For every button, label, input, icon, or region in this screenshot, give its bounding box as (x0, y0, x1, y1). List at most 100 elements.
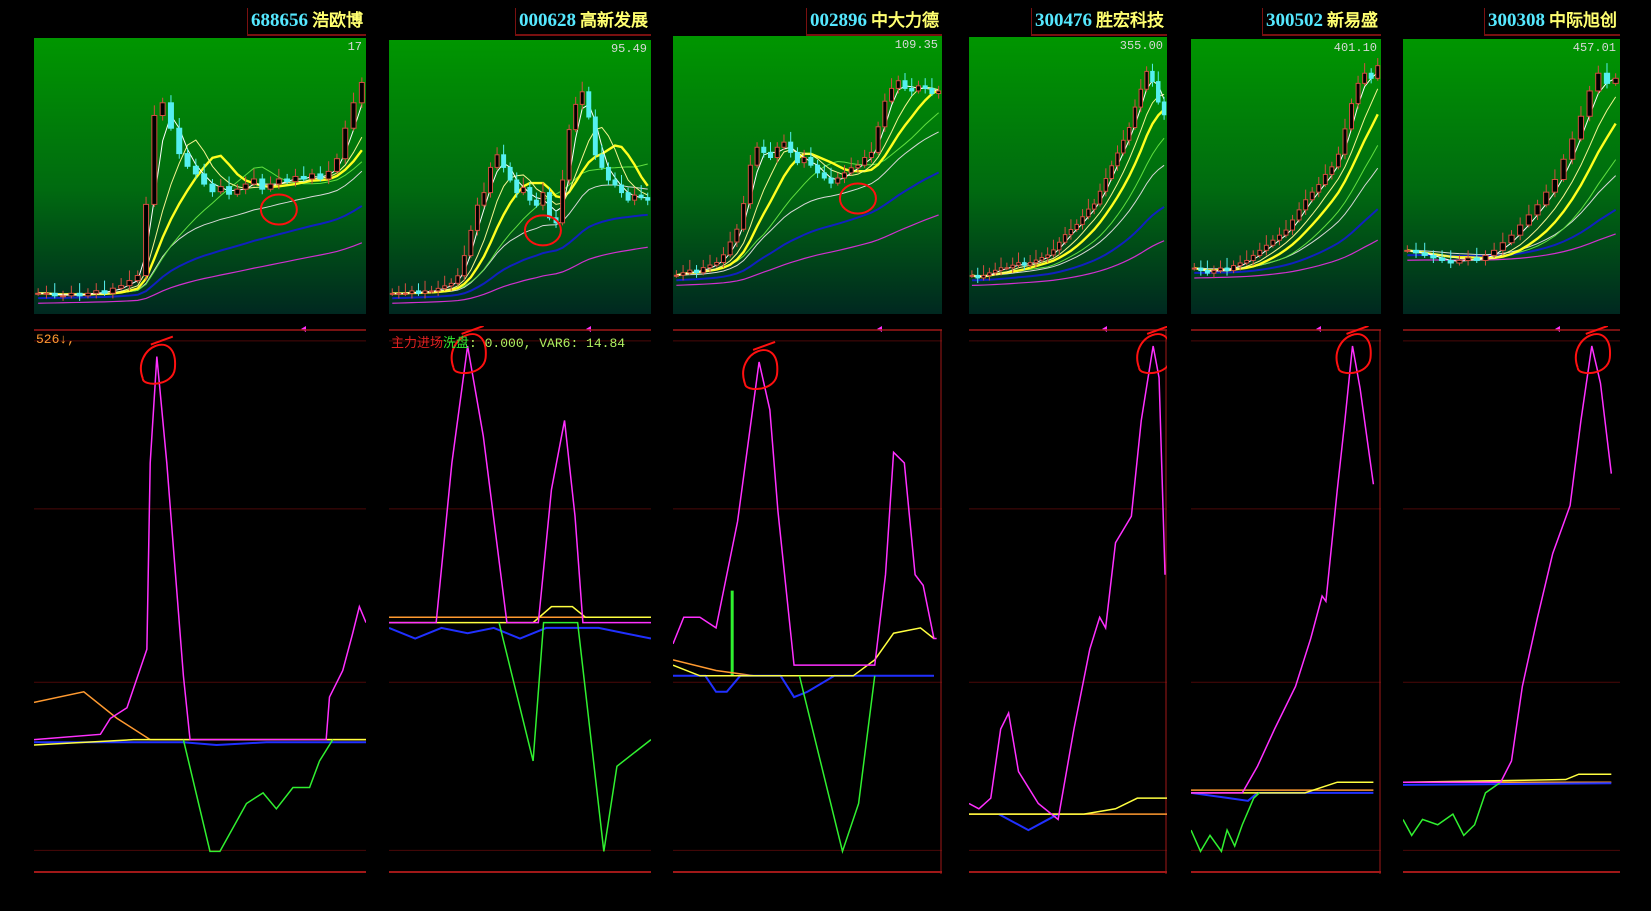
candle (1022, 262, 1027, 266)
candle (1150, 70, 1155, 83)
candle (76, 292, 83, 297)
candle (1447, 259, 1454, 264)
candle (1132, 106, 1138, 128)
candle (1062, 234, 1068, 243)
candle (1263, 244, 1269, 251)
candle (192, 165, 199, 175)
candle (1204, 270, 1210, 274)
candle (1198, 267, 1204, 272)
candle (60, 295, 67, 298)
candle (788, 141, 794, 153)
candle (1080, 216, 1085, 225)
stock-title[interactable]: 300502 新易盛 (1262, 8, 1381, 36)
candle (402, 292, 408, 295)
candle (333, 158, 340, 172)
candle (501, 154, 507, 168)
price-chart-background (1403, 39, 1620, 314)
candle (781, 141, 787, 148)
candle (35, 292, 42, 295)
candle (1156, 81, 1161, 103)
candle (1309, 191, 1315, 201)
stock-panel[interactable]: 300476 胜宏科技 355.00 (969, 0, 1167, 911)
candle (1004, 267, 1010, 270)
annotation-circle (140, 335, 176, 385)
stock-panel[interactable]: 002896 中大力德 109.35 (673, 0, 942, 911)
candle (714, 261, 720, 266)
candle (416, 290, 421, 294)
candle (1362, 72, 1368, 84)
candle (1603, 72, 1611, 84)
candle (929, 87, 935, 95)
candle (734, 228, 740, 243)
stock-title[interactable]: 300308 中际旭创 (1484, 8, 1620, 36)
candle (455, 275, 461, 284)
candle (292, 175, 299, 183)
candle (1290, 219, 1296, 231)
stock-panel[interactable]: 300308 中际旭创 457.01 (1403, 0, 1620, 911)
candle (520, 187, 526, 194)
candle (1534, 204, 1541, 216)
candle (1126, 127, 1132, 141)
candle (815, 164, 821, 174)
candle (1191, 267, 1197, 270)
high-price-label: 109.35 (895, 38, 938, 52)
stock-name: 浩欧博 (312, 11, 363, 30)
price-chart-background (673, 36, 942, 314)
candle (461, 255, 467, 277)
stock-title[interactable]: 688656 浩欧博 (247, 8, 366, 36)
candle (936, 90, 942, 95)
ma120-line (971, 206, 1165, 282)
price-chart: 355.00 (969, 37, 1167, 314)
ma10-line (392, 126, 648, 294)
ma120-line (392, 213, 648, 300)
candle (442, 285, 448, 289)
candle (922, 85, 928, 89)
stock-name: 高新发展 (580, 11, 648, 30)
candle (895, 80, 901, 89)
candle (560, 179, 566, 224)
stock-title[interactable]: 300476 胜宏科技 (1031, 8, 1167, 36)
stock-title[interactable]: 000628 高新发展 (515, 8, 651, 36)
candle (242, 183, 249, 190)
yellow-indicator-line (673, 627, 935, 677)
candle (134, 275, 141, 282)
orange-indicator-line (34, 690, 366, 741)
candle (51, 292, 58, 297)
green-indicator-line (182, 739, 334, 853)
high-price-label: 457.01 (1573, 41, 1616, 55)
stock-name: 中际旭创 (1549, 11, 1617, 30)
candle (1349, 103, 1354, 130)
candle (1303, 199, 1309, 211)
magenta-indicator-line (969, 345, 1166, 821)
stock-panel[interactable]: 300502 新易盛 401.10 (1191, 0, 1381, 911)
stock-title[interactable]: 002896 中大力德 (806, 8, 942, 36)
annotation-circle (450, 326, 487, 375)
candle (217, 186, 224, 193)
magenta-indicator-line (389, 345, 651, 624)
candle (389, 292, 395, 295)
candle (267, 183, 274, 190)
candle (429, 290, 435, 293)
stock-panel[interactable]: 000628 高新发展 95.49 主力进场洗盘: 0.000, VAR6: 14.8… (389, 0, 651, 911)
candle (284, 178, 291, 183)
indicator-legend: 526↓, (36, 332, 75, 347)
candle (632, 194, 638, 201)
candle (1456, 259, 1463, 264)
stock-panel[interactable]: 688656 浩欧博 17 526↓, (34, 0, 366, 911)
blue-indicator-line (998, 813, 1059, 832)
candle (143, 203, 150, 277)
candle (747, 164, 753, 205)
indicator-chart (389, 326, 651, 873)
candle (987, 272, 992, 276)
legend-text: : 0.000, VAR6: 14.84 (469, 336, 626, 351)
candle (1016, 262, 1021, 266)
magenta-indicator-line (1191, 345, 1375, 794)
candle (167, 102, 174, 129)
candle (1569, 138, 1576, 160)
candle (619, 184, 624, 194)
candle (126, 280, 133, 287)
candle (68, 292, 75, 297)
candle (1491, 249, 1498, 256)
blue-indicator-line (389, 626, 651, 640)
candle (43, 292, 50, 295)
